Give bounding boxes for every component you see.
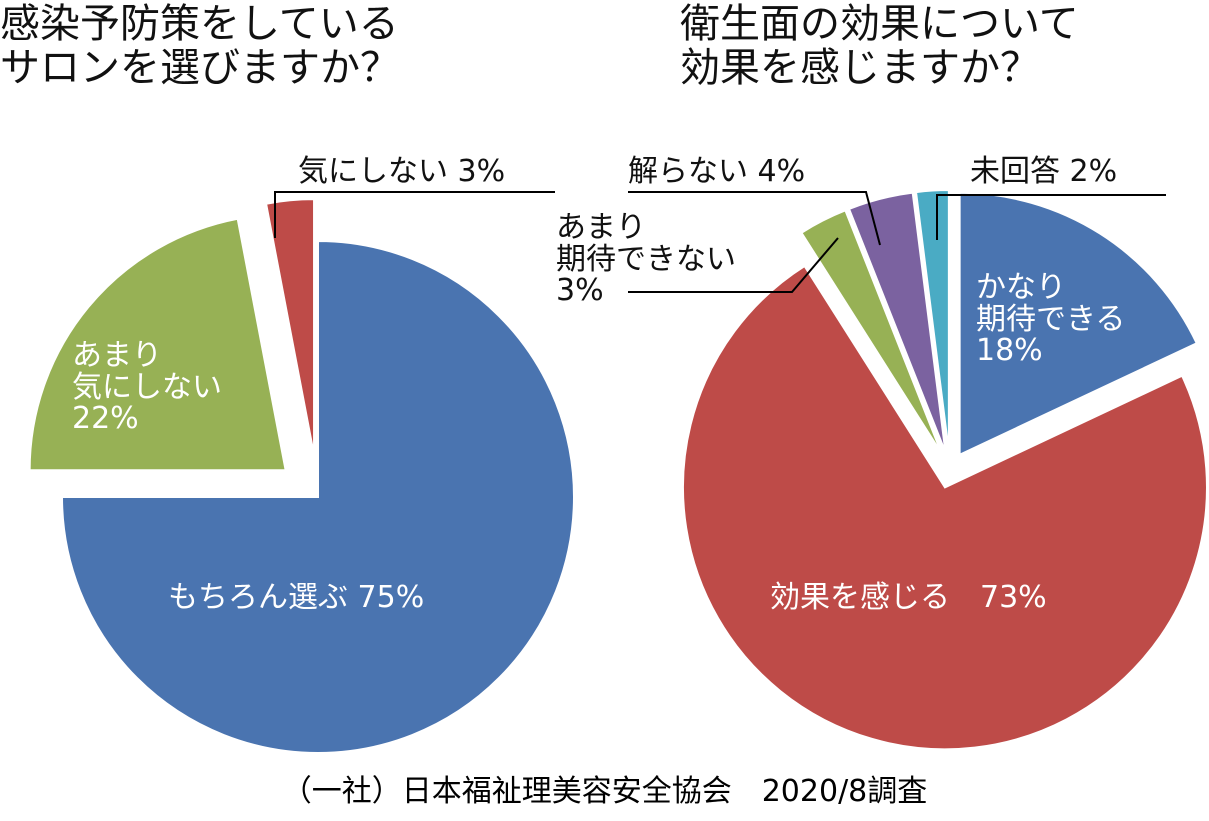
slice-value: 75%: [357, 580, 425, 615]
pie-slice: [264, 198, 316, 456]
slice-label: 気にしない 3%: [298, 156, 505, 188]
slice-value: 73%: [980, 580, 1047, 615]
slice-label: かなり 期待できる 18%: [976, 272, 1125, 367]
slice-category: 解らない: [628, 154, 748, 189]
chart-title: 感染予防策をしている サロンを選びますか？: [0, 1, 400, 91]
pie-slice: [847, 191, 947, 453]
leader-line: [936, 194, 1166, 240]
pie-slice: [800, 209, 943, 455]
slice-label: あまり 期待できない 3%: [556, 212, 736, 307]
leader-line: [628, 191, 881, 246]
slice-category: 気にしない: [298, 154, 448, 189]
chart-title: 衛生面の効果について 効果を感じますか？: [680, 1, 1079, 91]
slice-label: 解らない 4%: [628, 156, 805, 188]
pie-slice: [682, 264, 1208, 751]
slice-value: 22%: [72, 401, 139, 436]
leader-line: [274, 191, 555, 238]
pie-slice: [60, 239, 575, 754]
slice-label: もちろん選ぶ 75%: [168, 582, 424, 614]
slice-value: 18%: [976, 333, 1043, 368]
source: （一社）日本福祉理美容安全協会 2020/8調査: [281, 774, 928, 809]
slice-value: 3%: [457, 154, 506, 189]
leader-line: [628, 237, 839, 293]
slice-label: 未回答 2%: [970, 156, 1117, 188]
slice-label: 効果を感じる 73%: [770, 582, 1047, 614]
slice-category: かなり 期待できる: [976, 270, 1126, 337]
pie-slice: [28, 217, 287, 472]
slice-value: 2%: [1069, 154, 1118, 189]
slice-category: 未回答: [970, 154, 1060, 189]
slice-category: あまり 気にしない: [72, 338, 222, 405]
slice-label: あまり 気にしない 22%: [72, 340, 222, 435]
slice-category: もちろん選ぶ: [168, 580, 348, 615]
slice-value: 4%: [757, 154, 806, 189]
slice-category: 効果を感じる: [770, 580, 950, 615]
pie-slice: [914, 189, 950, 453]
slice-value: 3%: [556, 273, 604, 308]
leader-lines: [274, 191, 1166, 293]
slice-category: あまり 期待できない: [556, 210, 736, 277]
